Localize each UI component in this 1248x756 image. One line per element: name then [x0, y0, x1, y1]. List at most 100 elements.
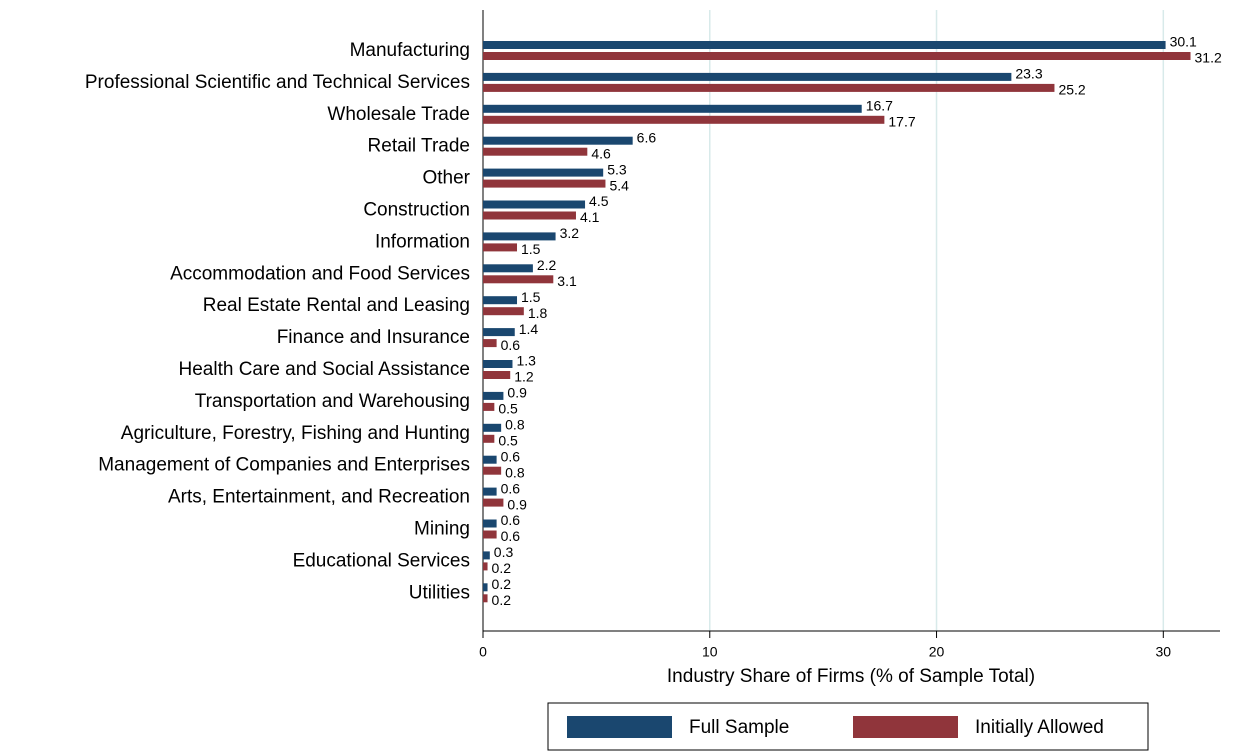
y-tick-label: Other — [422, 168, 470, 189]
data-label: 5.4 — [609, 177, 629, 193]
data-label: 31.2 — [1195, 50, 1222, 66]
y-tick-label: Transportation and Warehousing — [195, 391, 470, 412]
bar — [483, 562, 488, 571]
bar — [483, 83, 1055, 92]
bar — [483, 243, 518, 252]
y-tick-label: Accommodation and Food Services — [170, 263, 470, 284]
y-tick-label: Wholesale Trade — [327, 104, 470, 125]
y-tick-label: Finance and Insurance — [277, 327, 470, 348]
y-tick-label: Mining — [414, 519, 470, 540]
y-tick-label: Arts, Entertainment, and Recreation — [168, 487, 470, 508]
y-tick-label: Health Care and Social Assistance — [179, 359, 471, 380]
bar — [483, 296, 518, 305]
bar — [483, 115, 885, 124]
bar — [483, 391, 504, 400]
bar — [483, 594, 488, 603]
y-tick-label: Information — [375, 231, 470, 252]
bar — [483, 328, 515, 337]
bar — [483, 551, 490, 560]
data-label: 1.3 — [516, 353, 536, 369]
data-label: 0.6 — [501, 512, 521, 528]
x-tick-label: 20 — [929, 644, 945, 660]
bar — [483, 498, 504, 507]
x-tick-label: 30 — [1156, 644, 1172, 660]
x-tick-label: 10 — [702, 644, 718, 660]
data-label: 0.9 — [507, 496, 527, 512]
data-label: 23.3 — [1015, 66, 1042, 82]
bar — [483, 211, 576, 220]
bar — [483, 455, 497, 464]
bar — [483, 583, 488, 592]
data-label: 16.7 — [866, 98, 893, 114]
bar — [483, 179, 606, 188]
data-label: 4.6 — [591, 145, 611, 161]
bar — [483, 530, 497, 539]
bar — [483, 200, 586, 209]
bar — [483, 104, 862, 113]
bar — [483, 232, 556, 241]
legend-label: Initially Allowed — [975, 717, 1104, 738]
y-tick-label: Utilities — [409, 582, 470, 603]
data-label: 1.2 — [514, 369, 534, 385]
bar — [483, 52, 1191, 60]
data-label: 4.5 — [589, 193, 609, 209]
data-label: 0.2 — [492, 576, 512, 592]
bar — [483, 136, 633, 145]
data-label: 5.3 — [607, 161, 627, 177]
data-label: 4.1 — [580, 209, 600, 225]
x-tick-label: 0 — [479, 644, 487, 660]
data-label: 0.8 — [505, 417, 525, 433]
y-tick-label: Professional Scientific and Technical Se… — [85, 72, 470, 93]
data-label: 0.6 — [501, 337, 521, 353]
data-label: 0.6 — [501, 528, 521, 544]
data-label: 0.9 — [507, 385, 527, 401]
bar — [483, 487, 497, 496]
y-tick-label: Retail Trade — [368, 136, 470, 157]
y-tick-label: Real Estate Rental and Leasing — [203, 295, 470, 316]
bar — [483, 466, 502, 475]
data-label: 0.5 — [498, 401, 518, 417]
data-label: 25.2 — [1058, 82, 1085, 98]
data-label: 6.6 — [637, 129, 657, 145]
bar — [483, 41, 1166, 49]
data-label: 30.1 — [1170, 34, 1197, 50]
data-label: 1.5 — [521, 289, 541, 305]
bar — [483, 434, 495, 443]
data-label: 0.6 — [501, 448, 521, 464]
data-label: 17.7 — [888, 114, 915, 130]
bar — [483, 72, 1012, 81]
bar — [483, 275, 554, 284]
bar — [483, 360, 513, 368]
legend-label: Full Sample — [689, 717, 789, 738]
legend-swatch — [567, 716, 672, 738]
legend-swatch — [853, 716, 958, 738]
bar — [483, 339, 497, 348]
y-tick-label: Educational Services — [293, 550, 470, 571]
bar — [483, 519, 497, 528]
y-tick-label: Construction — [363, 200, 470, 221]
bar — [483, 402, 495, 411]
bar — [483, 264, 533, 273]
data-label: 0.6 — [501, 480, 521, 496]
data-label: 1.8 — [528, 305, 548, 321]
data-label: 1.4 — [519, 321, 539, 337]
data-label: 0.5 — [498, 433, 518, 449]
y-tick-label: Manufacturing — [350, 40, 470, 61]
data-label: 2.2 — [537, 257, 557, 273]
data-label: 3.2 — [560, 225, 580, 241]
data-label: 1.5 — [521, 241, 541, 257]
data-label: 0.3 — [494, 544, 514, 560]
bar — [483, 371, 511, 379]
bar — [483, 307, 524, 316]
y-tick-label: Agriculture, Forestry, Fishing and Hunti… — [121, 423, 470, 444]
bar — [483, 147, 588, 156]
bar — [483, 168, 604, 177]
data-label: 0.2 — [492, 560, 512, 576]
data-label: 0.2 — [492, 592, 512, 608]
data-label: 0.8 — [505, 464, 525, 480]
bar — [483, 423, 502, 432]
data-label: 3.1 — [557, 273, 577, 289]
y-tick-label: Management of Companies and Enterprises — [98, 455, 470, 476]
x-axis-title: Industry Share of Firms (% of Sample Tot… — [667, 666, 1035, 687]
